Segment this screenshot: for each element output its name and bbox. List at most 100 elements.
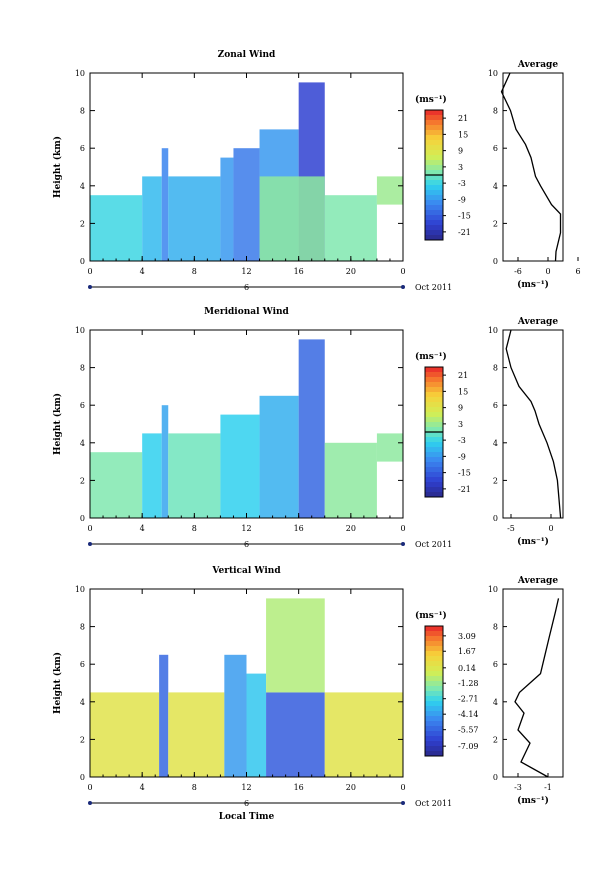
y-tick-label: 2 — [80, 476, 85, 485]
average-y-tick-label: 8 — [493, 107, 498, 116]
average-y-tick-label: 4 — [493, 698, 498, 707]
colorbar-band — [425, 150, 443, 156]
colorbar-band — [425, 155, 443, 161]
x-tick-label: 20 — [346, 524, 356, 533]
x-tick-label: 20 — [346, 783, 356, 792]
colorbar-tick-label: 0.14 — [458, 664, 476, 673]
field-cell — [298, 339, 325, 518]
colorbar-band — [425, 382, 443, 388]
colorbar-band — [425, 492, 443, 498]
colorbar-band — [425, 706, 443, 712]
colorbar-tick-label: -4.14 — [458, 710, 479, 719]
colorbar-band — [425, 392, 443, 398]
x-tick-label: 16 — [294, 524, 304, 533]
colorbar-band — [425, 195, 443, 201]
colorbar-band — [425, 711, 443, 717]
colorbar-band — [425, 185, 443, 191]
field-cell — [142, 433, 162, 518]
x-tick-label: 0 — [400, 524, 405, 533]
colorbar-band — [425, 716, 443, 722]
colorbar-tick-label: 15 — [458, 387, 468, 396]
colorbar-tick-label: 3 — [458, 420, 463, 429]
x-tick-label: 8 — [192, 267, 197, 276]
y-tick-label: 8 — [80, 364, 85, 373]
colorbar-unit: (ms⁻¹) — [415, 351, 447, 362]
colorbar-band — [425, 407, 443, 413]
x-axis-label: Local Time — [219, 812, 275, 822]
colorbar-band — [425, 482, 443, 488]
panel-title: Vertical Wind — [211, 566, 281, 576]
colorbar-band — [425, 225, 443, 231]
average-frame — [502, 588, 564, 778]
average-x-tick-label: -1 — [544, 783, 552, 792]
colorbar-tick-label: -1.28 — [458, 679, 479, 688]
colorbar-band — [425, 751, 443, 757]
average-y-tick-label: 2 — [493, 735, 498, 744]
y-tick-label: 2 — [80, 219, 85, 228]
colorbar-tick-label: -9 — [458, 452, 466, 461]
colorbar-band — [425, 422, 443, 428]
y-tick-label: 4 — [80, 439, 85, 448]
average-y-tick-label: 4 — [493, 182, 498, 191]
x-tick-label: 16 — [294, 783, 304, 792]
field-cell — [376, 433, 403, 462]
colorbar-band — [425, 125, 443, 131]
date-bar-end — [401, 542, 405, 546]
field-cell — [259, 395, 299, 518]
colorbar-band — [425, 686, 443, 692]
average-y-tick-label: 10 — [488, 69, 498, 78]
average-y-tick-label: 2 — [493, 219, 498, 228]
colorbar-unit: (ms⁻¹) — [415, 610, 447, 621]
date-marker: 6 — [244, 540, 249, 549]
field-cell — [161, 148, 169, 261]
colorbar-band — [425, 165, 443, 171]
colorbar-band — [425, 736, 443, 742]
average-x-label: (ms⁻¹) — [517, 279, 549, 290]
colorbar-band — [425, 457, 443, 463]
field-cell — [324, 195, 377, 261]
average-title: Average — [517, 576, 558, 586]
average-title: Average — [517, 60, 558, 70]
colorbar-tick-label: -15 — [458, 212, 471, 221]
colorbar-band — [425, 676, 443, 682]
colorbar-band — [425, 467, 443, 473]
colorbar-band — [425, 372, 443, 378]
colorbar-band — [425, 145, 443, 151]
colorbar-tick-label: 9 — [458, 404, 463, 413]
colorbar-band — [425, 210, 443, 216]
colorbar-tick-label: 15 — [458, 130, 468, 139]
colorbar-band — [425, 412, 443, 418]
y-tick-label: 4 — [80, 182, 85, 191]
field-cell — [90, 692, 160, 777]
average-x-label: (ms⁻¹) — [517, 536, 549, 547]
colorbar-band — [425, 472, 443, 478]
colorbar-band — [425, 120, 443, 126]
y-tick-label: 6 — [80, 660, 85, 669]
colorbar-band — [425, 160, 443, 166]
colorbar-tick-label: -21 — [458, 228, 471, 237]
average-frame — [502, 72, 564, 262]
colorbar-band — [425, 437, 443, 443]
y-tick-label: 0 — [80, 773, 85, 782]
x-tick-label: 16 — [294, 267, 304, 276]
colorbar-band — [425, 721, 443, 727]
colorbar-band — [425, 487, 443, 493]
y-axis-label: Height (km) — [52, 652, 63, 714]
colorbar-band — [425, 397, 443, 403]
colorbar-tick-label: 21 — [458, 114, 468, 123]
colorbar-tick-label: 9 — [458, 147, 463, 156]
field-cell — [142, 176, 162, 261]
colorbar-band — [425, 205, 443, 211]
colorbar-band — [425, 741, 443, 747]
colorbar-frame — [424, 625, 444, 757]
y-tick-label: 6 — [80, 401, 85, 410]
average-title: Average — [517, 317, 558, 327]
x-tick-label: 12 — [241, 267, 251, 276]
colorbar-unit: (ms⁻¹) — [415, 94, 447, 105]
x-tick-label: 0 — [87, 783, 92, 792]
field-cell — [159, 654, 169, 777]
average-x-tick-label: -6 — [514, 267, 522, 276]
y-tick-label: 6 — [80, 144, 85, 153]
